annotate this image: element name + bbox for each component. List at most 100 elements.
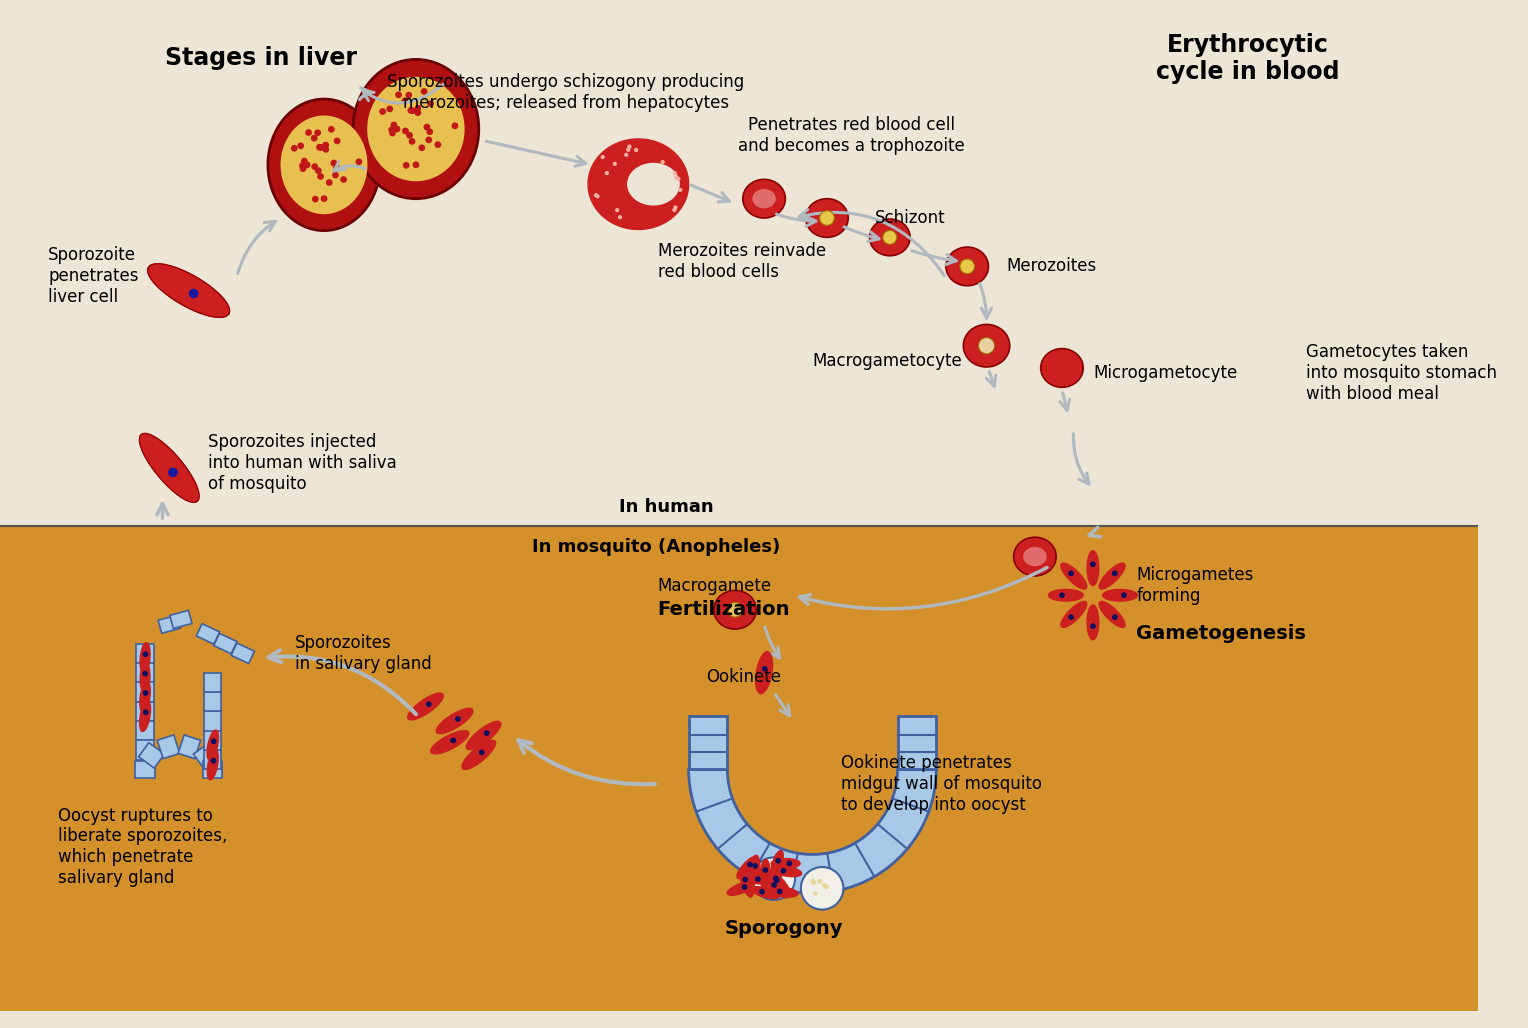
Polygon shape [461, 740, 495, 770]
Circle shape [1068, 614, 1074, 620]
Polygon shape [689, 717, 727, 769]
Polygon shape [756, 652, 773, 694]
Polygon shape [1086, 604, 1099, 639]
Text: Sporozoite
penetrates
liver cell: Sporozoite penetrates liver cell [49, 247, 139, 306]
Circle shape [321, 195, 327, 201]
Circle shape [628, 145, 631, 149]
Text: Sporozoites
in salivary gland: Sporozoites in salivary gland [295, 634, 432, 672]
Circle shape [425, 137, 432, 143]
Polygon shape [773, 867, 802, 877]
Circle shape [387, 106, 393, 112]
Text: Merozoites reinvade
red blood cells: Merozoites reinvade red blood cells [657, 243, 825, 281]
Polygon shape [761, 859, 770, 888]
Circle shape [1089, 561, 1096, 567]
Polygon shape [141, 682, 150, 712]
Polygon shape [750, 855, 759, 884]
Polygon shape [231, 644, 254, 663]
Text: Oocyst ruptures to
liberate sporozoites,
which penetrate
salivary gland: Oocyst ruptures to liberate sporozoites,… [58, 807, 228, 887]
Circle shape [142, 670, 148, 676]
Ellipse shape [626, 162, 680, 206]
Circle shape [318, 173, 324, 180]
Polygon shape [1048, 589, 1083, 601]
Circle shape [672, 208, 677, 212]
Circle shape [142, 652, 148, 657]
Circle shape [775, 857, 781, 864]
Circle shape [322, 146, 329, 153]
Polygon shape [208, 749, 219, 780]
Polygon shape [139, 701, 151, 731]
Text: Microgametes
forming: Microgametes forming [1137, 566, 1254, 604]
Ellipse shape [752, 189, 776, 209]
Polygon shape [159, 615, 180, 633]
Polygon shape [141, 662, 150, 693]
Circle shape [484, 730, 489, 736]
Circle shape [333, 164, 339, 171]
Circle shape [312, 195, 319, 203]
Circle shape [1059, 592, 1065, 598]
Text: Sporozoites undergo schizogony producing
merozoites; released from hepatocytes: Sporozoites undergo schizogony producing… [387, 73, 744, 112]
Circle shape [1112, 571, 1117, 577]
Circle shape [743, 877, 749, 882]
Polygon shape [1099, 601, 1125, 627]
Polygon shape [766, 869, 782, 894]
Circle shape [787, 860, 793, 867]
Circle shape [769, 870, 773, 874]
Circle shape [379, 108, 387, 115]
Ellipse shape [743, 179, 785, 218]
Circle shape [455, 717, 461, 722]
Polygon shape [727, 882, 755, 895]
Circle shape [312, 163, 318, 170]
Polygon shape [170, 611, 193, 628]
Polygon shape [466, 722, 501, 749]
Polygon shape [196, 624, 220, 645]
Polygon shape [157, 735, 180, 759]
Polygon shape [139, 742, 165, 768]
Ellipse shape [1013, 538, 1056, 576]
Circle shape [605, 171, 610, 175]
Circle shape [451, 737, 455, 743]
Polygon shape [203, 761, 223, 778]
Polygon shape [205, 692, 222, 711]
Circle shape [356, 158, 362, 166]
Circle shape [332, 172, 339, 179]
Circle shape [330, 159, 338, 167]
Bar [0, 16, 1478, 526]
Polygon shape [205, 731, 222, 750]
Circle shape [727, 602, 743, 617]
Bar [0, 526, 1478, 1012]
Circle shape [601, 155, 605, 159]
Circle shape [414, 109, 422, 116]
Polygon shape [769, 887, 798, 897]
Circle shape [596, 194, 599, 198]
Polygon shape [689, 769, 937, 893]
Polygon shape [208, 730, 219, 761]
Circle shape [426, 128, 432, 135]
Circle shape [960, 259, 975, 273]
Circle shape [211, 738, 217, 744]
Polygon shape [214, 633, 237, 654]
Circle shape [299, 162, 306, 169]
Circle shape [434, 141, 442, 148]
Circle shape [634, 148, 639, 152]
Circle shape [394, 125, 400, 133]
Circle shape [142, 709, 148, 715]
Circle shape [310, 135, 318, 142]
Circle shape [414, 105, 422, 111]
Circle shape [1089, 623, 1096, 629]
Ellipse shape [714, 590, 756, 629]
Polygon shape [194, 742, 219, 768]
Circle shape [762, 666, 767, 671]
Circle shape [672, 171, 677, 176]
Circle shape [390, 130, 396, 137]
Ellipse shape [353, 60, 478, 198]
Circle shape [410, 107, 416, 114]
Circle shape [388, 126, 396, 134]
Circle shape [626, 148, 631, 152]
Text: Gametocytes taken
into mosquito stomach
with blood meal: Gametocytes taken into mosquito stomach … [1306, 343, 1497, 403]
Circle shape [762, 871, 767, 876]
Circle shape [306, 130, 312, 136]
Polygon shape [1099, 563, 1125, 589]
Circle shape [678, 188, 683, 192]
Circle shape [781, 868, 787, 874]
Polygon shape [136, 702, 154, 721]
